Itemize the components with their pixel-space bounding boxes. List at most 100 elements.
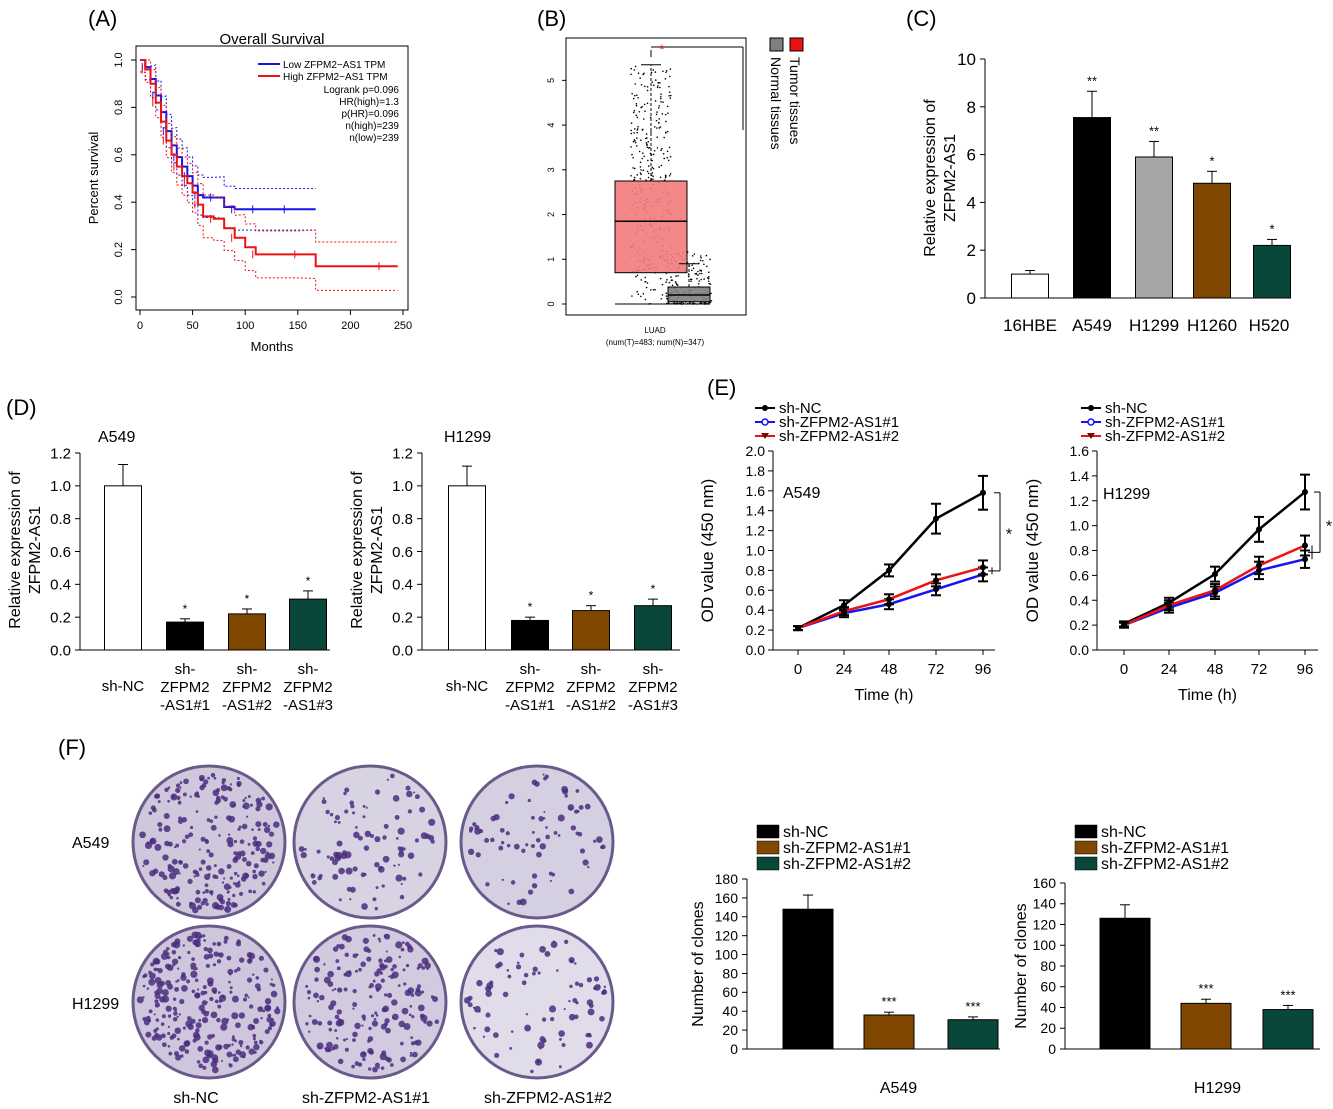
significance-star: * — [1006, 527, 1012, 544]
data-point — [886, 567, 892, 574]
colony — [268, 852, 276, 860]
jitter-point — [697, 270, 699, 273]
colony — [178, 1013, 182, 1016]
y-tick-label: 0.4 — [392, 577, 413, 594]
colony — [184, 834, 190, 840]
colony — [189, 795, 192, 798]
y-tick-label: 120 — [1033, 916, 1057, 932]
col-label-0: sh-NC — [173, 1090, 218, 1107]
colony — [194, 978, 199, 983]
colony — [397, 863, 400, 866]
colony — [183, 778, 189, 785]
jitter-point — [649, 116, 652, 119]
colony — [378, 940, 382, 943]
jitter-point — [646, 86, 649, 88]
colony — [336, 1009, 342, 1015]
jitter-point — [635, 104, 638, 107]
category-label: sh-NC — [102, 678, 145, 695]
jitter-point — [667, 112, 669, 114]
colony — [264, 1029, 270, 1035]
colony — [218, 834, 221, 837]
jitter-point — [639, 77, 641, 79]
data-point — [1121, 622, 1127, 629]
jitter-point — [632, 97, 635, 100]
jitter-point — [640, 139, 642, 142]
jitter-point — [652, 175, 654, 178]
jitter-point — [646, 144, 648, 146]
legend-label-1: sh-ZFPM2-AS1#1 — [783, 840, 911, 857]
x-tick-label: 0 — [137, 320, 143, 332]
x-axis-label: H1299 — [1194, 1080, 1241, 1097]
jitter-point — [654, 100, 657, 102]
colony — [367, 1036, 374, 1042]
legend-label-1: sh-ZFPM2-AS1#1 — [779, 414, 899, 431]
y-tick-label: 100 — [715, 946, 739, 962]
colony — [226, 837, 234, 844]
colony — [175, 901, 181, 907]
jitter-point — [668, 146, 671, 149]
colony — [266, 851, 270, 855]
jitter-point — [664, 176, 667, 179]
colony — [264, 1005, 271, 1011]
jitter-point — [645, 142, 648, 144]
jitter-point — [653, 149, 656, 152]
stat-line: p(HR)=0.096 — [341, 109, 399, 120]
jitter-point — [633, 109, 636, 112]
bar-2 — [947, 1019, 999, 1050]
jitter-point — [648, 146, 651, 149]
jitter-point — [646, 102, 649, 105]
colony — [337, 821, 341, 824]
y-tick-label: 40 — [1040, 999, 1056, 1015]
jitter-point — [630, 146, 632, 148]
y-tick-label: 180 — [715, 871, 739, 887]
jitter-point — [659, 82, 661, 84]
colony — [380, 1066, 385, 1070]
data-point — [1212, 571, 1218, 578]
x-tick-label: 0 — [794, 661, 802, 678]
y-axis-label-2: ZFPM2-AS1 — [27, 506, 44, 594]
colony — [190, 962, 197, 969]
colony — [391, 971, 399, 979]
colony — [428, 818, 436, 826]
colony — [584, 803, 591, 810]
dish-1-1 — [292, 924, 448, 1080]
colony — [578, 982, 584, 988]
jitter-point — [675, 275, 677, 277]
data-point — [841, 608, 847, 615]
colony — [352, 1038, 356, 1043]
colony — [390, 773, 395, 779]
colony — [267, 1013, 272, 1018]
colony — [270, 990, 278, 998]
bar-0 — [1011, 273, 1049, 299]
colony — [242, 872, 249, 880]
stat-line: Logrank p=0.096 — [324, 85, 400, 96]
colony — [428, 835, 435, 841]
colony — [149, 838, 155, 844]
category-label: -AS1#3 — [628, 697, 678, 714]
jitter-point — [634, 141, 637, 144]
legend-label-0: sh-NC — [1105, 400, 1148, 417]
jitter-point — [654, 288, 656, 291]
jitter-point — [704, 301, 707, 304]
colony — [174, 1009, 178, 1012]
colony — [229, 783, 233, 786]
y-tick-label: 0.0 — [50, 642, 71, 659]
colony — [266, 841, 273, 848]
jitter-point — [635, 103, 638, 105]
colony — [209, 819, 214, 824]
colony — [170, 793, 178, 801]
colony — [260, 857, 266, 863]
colony — [353, 831, 360, 839]
panel-label-D: (D) — [6, 395, 37, 420]
colony — [327, 970, 334, 978]
colony — [174, 986, 180, 992]
colony — [401, 941, 405, 944]
colony — [548, 1005, 557, 1013]
colony — [532, 966, 538, 972]
colony — [209, 890, 214, 895]
category-label: H520 — [1249, 316, 1290, 335]
colony — [171, 950, 177, 955]
colony — [562, 788, 569, 795]
colony — [235, 853, 242, 860]
